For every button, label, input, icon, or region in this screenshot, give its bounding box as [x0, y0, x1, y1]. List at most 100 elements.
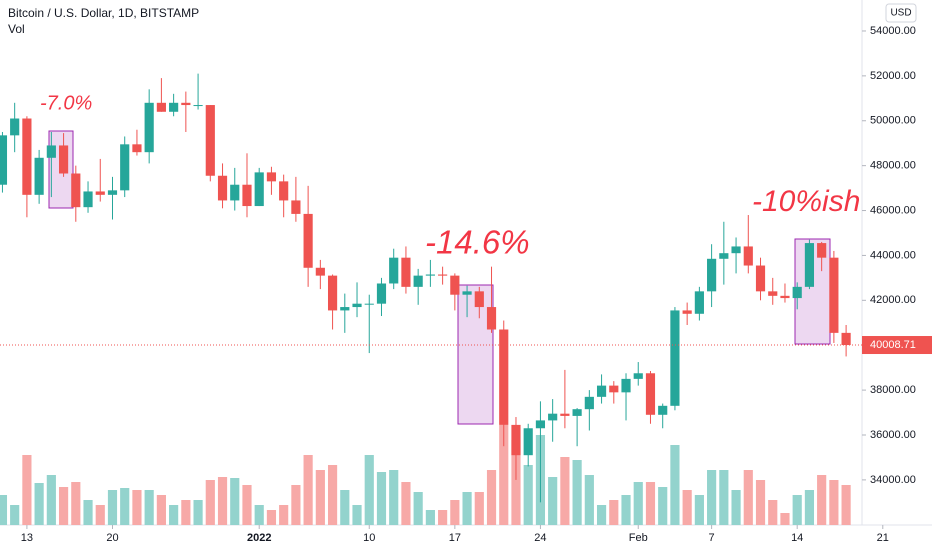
volume-bar [682, 490, 692, 525]
candle-body [22, 118, 32, 195]
candle-body [841, 332, 851, 346]
candle-body [609, 385, 619, 393]
volume-bar [817, 475, 827, 525]
volume-bar [389, 470, 399, 525]
candle-body [291, 200, 301, 214]
volume-bar [731, 490, 741, 525]
x-tick-label: Feb [629, 532, 648, 544]
candle-body [156, 102, 166, 112]
candle-body [755, 265, 766, 292]
candle-body [804, 243, 815, 287]
volume-bar [83, 500, 93, 525]
volume-bar [474, 492, 484, 525]
candle-body [230, 184, 240, 201]
y-tick-label: 46000.00 [870, 204, 916, 216]
candle-layer [0, 73, 851, 503]
candle-body [560, 413, 570, 416]
candle-body [645, 373, 656, 415]
volume-bar [352, 505, 362, 525]
volume-bar [584, 475, 594, 525]
x-tick-label: 24 [534, 532, 546, 544]
volume-bar [315, 470, 325, 525]
volume-bar [10, 505, 20, 525]
volume-bar [205, 480, 215, 525]
candle-body [450, 275, 460, 295]
last-price-tag [862, 336, 932, 355]
volume-bar [609, 500, 619, 525]
candle-body [829, 257, 839, 333]
x-tick-label: 10 [363, 532, 375, 544]
x-tick-label: 14 [791, 532, 803, 544]
candle-body [633, 373, 643, 379]
volume-bar [755, 480, 766, 525]
volume-bar [780, 513, 790, 525]
volume-bar [340, 490, 350, 525]
candle-body [621, 378, 631, 393]
candle-body [780, 295, 790, 299]
volume-layer [0, 425, 851, 525]
candle-body [205, 105, 215, 176]
volume-bar [376, 472, 387, 525]
candle-body [462, 291, 472, 295]
volume-bar [560, 457, 570, 525]
volume-bar [633, 482, 643, 525]
candle-body [596, 385, 607, 397]
currency-label[interactable]: USD [890, 8, 911, 19]
volume-bar [181, 500, 191, 525]
x-tick-label: 2022 [247, 532, 271, 544]
candle-body [486, 307, 497, 330]
candle-body [743, 246, 753, 266]
volume-bar [694, 495, 704, 525]
volume-bar [523, 465, 533, 525]
volume-bar [230, 478, 240, 525]
volume-bar [132, 490, 142, 525]
candle-body [425, 274, 435, 276]
candle-body [364, 303, 374, 305]
candle-body [83, 191, 93, 208]
candle-body [817, 243, 827, 258]
candle-body [132, 144, 142, 153]
volume-bar [792, 495, 802, 525]
currency-button[interactable] [885, 3, 917, 23]
volume-bar [107, 490, 118, 525]
volume-bar [658, 487, 668, 525]
candle-body [401, 257, 411, 287]
candle-body [352, 303, 362, 308]
candle-body [731, 246, 741, 254]
volume-bar [0, 495, 8, 525]
candle-body [792, 286, 802, 299]
volume-bar [719, 470, 729, 525]
x-tick-label: 13 [21, 532, 33, 544]
volume-bar [120, 488, 130, 525]
volume-bar [156, 495, 166, 525]
candle-body [535, 420, 546, 429]
volume-bar [413, 492, 423, 525]
volume-label: Vol [8, 22, 25, 36]
volume-bar [46, 475, 56, 525]
candle-body [548, 413, 558, 421]
candle-body [340, 307, 350, 311]
y-tick-label: 52000.00 [870, 70, 916, 82]
volume-bar [511, 440, 521, 525]
candle-body [389, 257, 399, 284]
candle-body [169, 102, 179, 112]
volume-bar [829, 480, 839, 525]
volume-bar [768, 500, 778, 525]
volume-bar [743, 470, 753, 525]
volume-bar [401, 482, 411, 525]
volume-bar [364, 455, 374, 525]
x-tick-label: 17 [449, 532, 461, 544]
candle-body [707, 258, 717, 292]
volume-bar [621, 495, 631, 525]
candle-body [303, 213, 313, 268]
candle-body [438, 274, 448, 276]
candle-body [0, 135, 8, 185]
volume-bar [71, 482, 81, 525]
volume-bar [254, 505, 264, 525]
candle-body [315, 267, 325, 276]
candle-body [242, 184, 252, 207]
volume-bar [450, 500, 460, 525]
volume-bar [670, 445, 680, 525]
